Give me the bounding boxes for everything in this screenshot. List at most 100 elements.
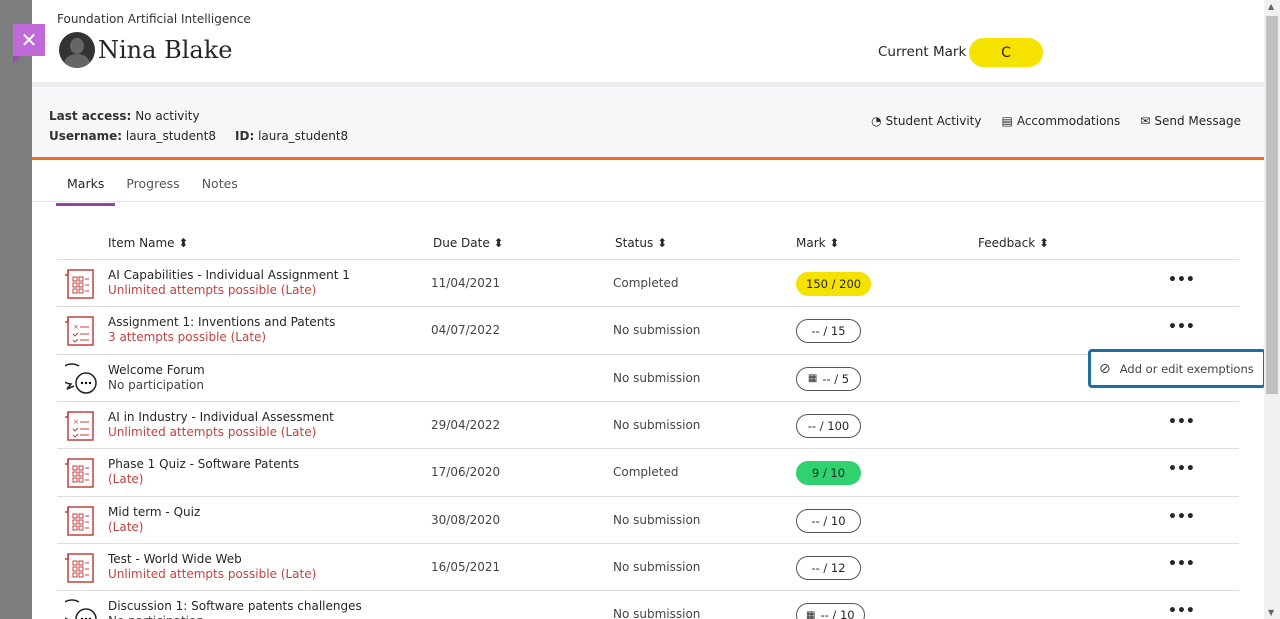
mark-pill[interactable]: ▦ -- / 10 xyxy=(796,603,865,619)
item-title[interactable]: Phase 1 Quiz - Software Patents xyxy=(108,457,300,472)
avatar xyxy=(59,32,95,68)
assignment-grid-icon xyxy=(65,505,95,537)
checklist-icon: × xyxy=(65,410,95,442)
assignment-grid-icon xyxy=(65,268,95,300)
item-title[interactable]: Assignment 1: Inventions and Patents xyxy=(108,315,336,330)
mark-pill[interactable]: -- / 12 xyxy=(796,555,861,580)
column-header-mark[interactable]: Mark ⬍ xyxy=(796,236,840,250)
mark-value: 150 / 200 xyxy=(806,277,862,291)
assignment-grid-icon xyxy=(65,457,95,489)
more-options-icon[interactable]: ••• xyxy=(1168,555,1195,572)
item-subtitle: Unlimited attempts possible (Late) xyxy=(108,566,317,581)
envelope-icon: ✉ xyxy=(1140,114,1151,128)
student-panel: Foundation Artificial Intelligence Nina … xyxy=(32,0,1264,619)
more-options-icon[interactable]: ••• xyxy=(1168,413,1195,430)
due-date: 30/08/2020 xyxy=(431,512,501,527)
table-row: Welcome Forum No participation No submis… xyxy=(57,353,1239,401)
mark-pill[interactable]: -- / 10 xyxy=(796,508,861,533)
divider xyxy=(32,201,1264,202)
grid-icon: ▦ xyxy=(806,609,816,619)
item-subtitle: Unlimited attempts possible (Late) xyxy=(108,283,317,297)
mark-value: -- / 5 xyxy=(822,371,850,386)
mark-value: -- / 15 xyxy=(811,324,846,339)
table-row: Test - World Wide Web Unlimited attempts… xyxy=(57,542,1239,590)
grid-icon: ▦ xyxy=(807,373,818,385)
close-icon: ✕ xyxy=(20,28,38,52)
table-row: Discussion 1: Software patents challenge… xyxy=(57,590,1239,619)
item-title[interactable]: AI in Industry - Individual Assessment xyxy=(108,409,334,424)
svg-text:×: × xyxy=(73,323,79,331)
current-mark-badge: C xyxy=(969,38,1043,67)
mark-pill[interactable]: ▦ -- / 5 xyxy=(796,366,861,391)
add-edit-exemptions-menu-item[interactable]: ⊘ Add or edit exemptions xyxy=(1088,349,1264,388)
status: No submission xyxy=(613,417,701,432)
item-title[interactable]: Discussion 1: Software patents challenge… xyxy=(108,599,362,614)
more-options-icon[interactable]: ••• xyxy=(1168,319,1195,336)
add-edit-exemptions-label: Add or edit exemptions xyxy=(1119,361,1254,376)
more-options-icon[interactable]: ••• xyxy=(1168,508,1195,525)
discussion-icon xyxy=(59,362,97,395)
username-label: Username: xyxy=(49,129,123,143)
current-mark-label: Current Mark xyxy=(878,44,967,60)
scroll-up-icon[interactable]: ▲ xyxy=(1268,2,1275,11)
due-date: 16/05/2021 xyxy=(431,559,501,574)
item-title[interactable]: AI Capabilities - Individual Assignment … xyxy=(108,268,350,282)
scrollbar[interactable]: ▲ ▼ xyxy=(1264,0,1280,619)
mark-value: -- / 10 xyxy=(820,608,855,619)
item-subtitle: (Late) xyxy=(108,472,144,487)
item-subtitle: No participation xyxy=(108,614,204,619)
column-header-feedback[interactable]: Feedback ⬍ xyxy=(978,236,1050,250)
more-options-icon[interactable]: ••• xyxy=(1168,461,1195,478)
item-subtitle: No participation xyxy=(108,377,204,392)
status: No submission xyxy=(613,512,701,527)
item-subtitle: Unlimited attempts possible (Late) xyxy=(108,424,317,439)
status: No submission xyxy=(613,323,701,338)
mark-pill[interactable]: -- / 100 xyxy=(796,413,861,438)
send-message-button[interactable]: ✉ Send Message xyxy=(1140,114,1241,128)
column-header-item-name[interactable]: Item Name ⬍ xyxy=(108,236,189,250)
scroll-down-icon[interactable]: ▼ xyxy=(1268,608,1275,617)
mark-value: -- / 12 xyxy=(811,560,846,575)
more-options-icon[interactable]: ••• xyxy=(1168,272,1195,288)
item-subtitle: 3 attempts possible (Late) xyxy=(108,330,267,345)
student-activity-label: Student Activity xyxy=(885,114,982,128)
mark-pill[interactable]: -- / 15 xyxy=(796,319,861,344)
item-title[interactable]: Test - World Wide Web xyxy=(108,551,242,566)
tab-marks[interactable]: Marks xyxy=(56,170,116,206)
mark-pill[interactable]: 9 / 10 xyxy=(796,461,861,486)
item-subtitle: (Late) xyxy=(108,519,144,534)
accommodations-button[interactable]: ▤ Accommodations xyxy=(1001,114,1120,128)
item-title[interactable]: Welcome Forum xyxy=(108,362,205,377)
last-access-label: Last access: xyxy=(49,109,132,123)
status: No submission xyxy=(613,559,701,574)
document-icon: ▤ xyxy=(1001,114,1013,128)
tab-progress[interactable]: Progress xyxy=(126,176,180,191)
due-date: 04/07/2022 xyxy=(431,323,501,338)
close-button[interactable]: ✕ xyxy=(13,24,45,64)
due-date: 29/04/2022 xyxy=(431,417,501,432)
item-title[interactable]: Mid term - Quiz xyxy=(108,504,201,519)
status: No submission xyxy=(613,370,701,385)
tab-bar: Marks Progress Notes xyxy=(56,170,249,206)
due-date: 11/04/2021 xyxy=(431,276,501,290)
accommodations-label: Accommodations xyxy=(1016,114,1121,128)
table-row: × AI in Industry - Individual Assessment… xyxy=(57,400,1239,448)
mark-pill[interactable]: 150 / 200 xyxy=(796,272,872,296)
more-options-icon[interactable]: ••• xyxy=(1168,603,1195,619)
scrollbar-thumb[interactable] xyxy=(1266,16,1278,394)
discussion-icon xyxy=(59,599,97,619)
status: Completed xyxy=(613,465,679,480)
tab-notes[interactable]: Notes xyxy=(201,176,238,191)
mark-value: -- / 100 xyxy=(807,418,850,433)
student-activity-button[interactable]: ◔ Student Activity xyxy=(871,114,981,128)
due-date: 17/06/2020 xyxy=(431,465,501,480)
column-header-status[interactable]: Status ⬍ xyxy=(615,236,668,250)
id-value: laura_student8 xyxy=(258,129,349,143)
table-row: AI Capabilities - Individual Assignment … xyxy=(57,259,1239,306)
prohibited-icon: ⊘ xyxy=(1099,360,1111,377)
column-header-due-date[interactable]: Due Date ⬍ xyxy=(433,236,504,250)
student-info-bar: Last access: No activity Username: laura… xyxy=(32,82,1264,160)
mark-value: 9 / 10 xyxy=(811,466,846,481)
table-row: Phase 1 Quiz - Software Patents (Late) 1… xyxy=(57,448,1239,495)
svg-text:×: × xyxy=(73,418,79,426)
